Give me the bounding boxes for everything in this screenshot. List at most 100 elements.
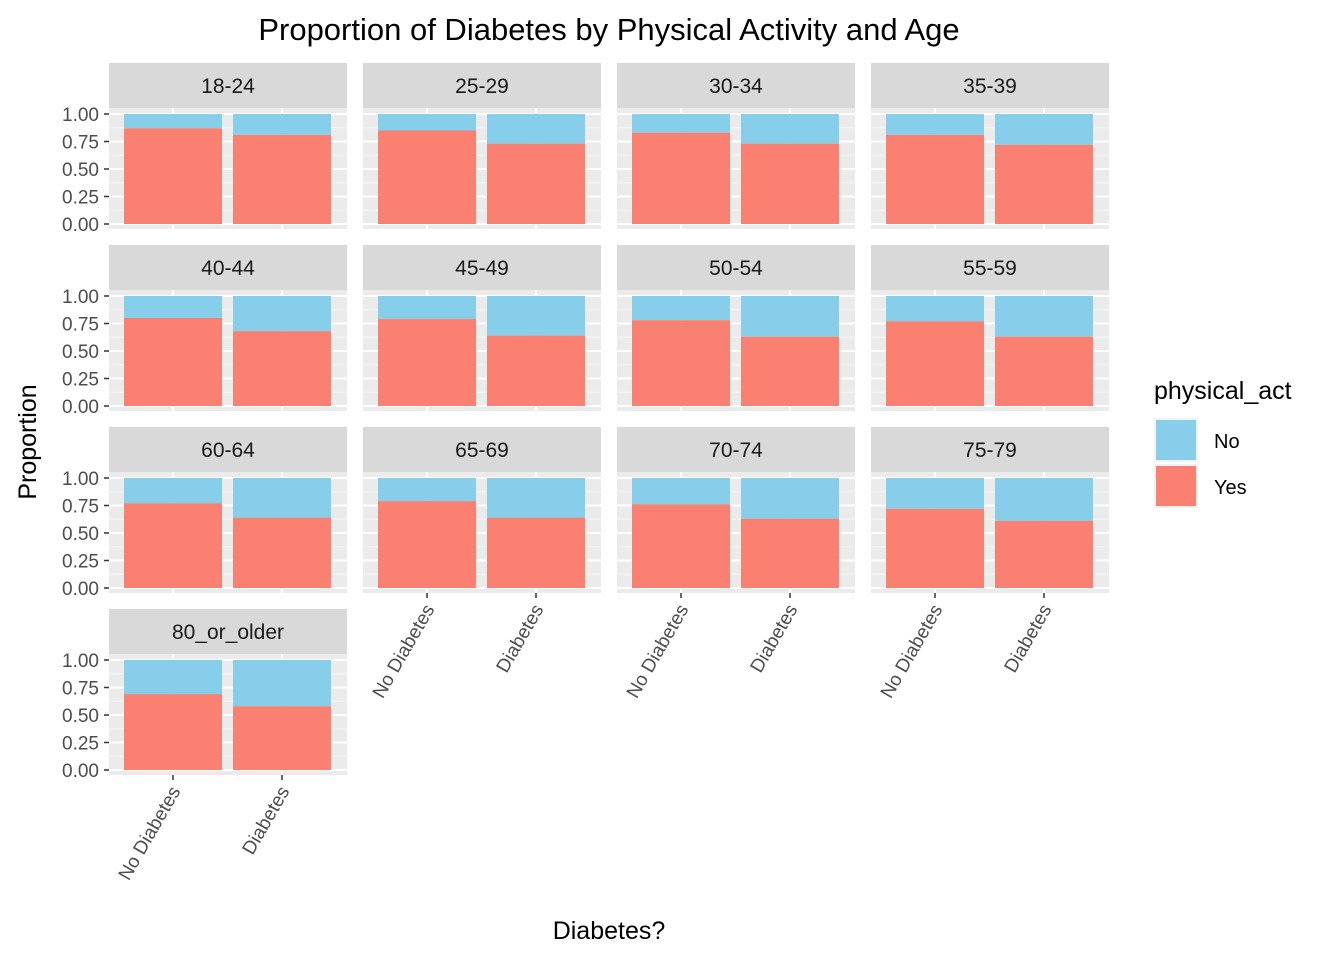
- bar-no: [632, 296, 730, 321]
- facet-panel: 30-34: [617, 63, 855, 229]
- legend-label-yes: Yes: [1214, 477, 1247, 499]
- facet-strip: [363, 245, 601, 290]
- y-tick-label: 0.75: [62, 679, 99, 700]
- facet-strip: [617, 245, 855, 290]
- bar-yes: [378, 319, 476, 406]
- facet-strip-label: 45-49: [455, 257, 509, 280]
- bar-yes: [632, 320, 730, 406]
- bar-no: [741, 478, 839, 519]
- y-tick-label: 0.50: [62, 342, 99, 363]
- bar-no: [487, 296, 585, 336]
- facet-strip-label: 55-59: [963, 257, 1017, 280]
- bar-yes: [233, 706, 331, 770]
- facet-strip-label: 18-24: [201, 75, 255, 98]
- y-tick-label: 1.00: [62, 287, 99, 308]
- bar-no: [124, 478, 222, 504]
- bar-no: [741, 114, 839, 144]
- bar-no: [124, 296, 222, 318]
- bar-yes: [124, 694, 222, 770]
- y-tick-label: 0.00: [62, 761, 99, 782]
- facet-strip: [363, 427, 601, 472]
- legend-entries: No Yes: [1154, 418, 1247, 508]
- bar-yes: [995, 520, 1093, 588]
- facet-panel: 25-29: [363, 63, 601, 229]
- bar-yes: [632, 504, 730, 588]
- facet-panel: 50-54: [617, 245, 855, 411]
- y-tick-label: 0.75: [62, 497, 99, 518]
- bar-no: [995, 114, 1093, 145]
- legend-label-no: No: [1214, 431, 1240, 453]
- bar-no: [124, 660, 222, 695]
- bar-yes: [233, 331, 331, 406]
- bar-no: [886, 296, 984, 322]
- facet-panel: 45-49: [363, 245, 601, 411]
- y-tick-label: 0.25: [62, 188, 99, 209]
- bar-yes: [124, 318, 222, 406]
- bar-no: [233, 114, 331, 135]
- y-tick-label: 0.75: [62, 315, 99, 336]
- bar-no: [995, 296, 1093, 337]
- bar-no: [995, 478, 1093, 521]
- facet-strip-label: 75-79: [963, 439, 1017, 462]
- bar-no: [632, 478, 730, 505]
- bar-yes: [741, 336, 839, 406]
- bar-no: [886, 114, 984, 135]
- facet-panel: 55-59: [871, 245, 1109, 411]
- bar-yes: [378, 130, 476, 224]
- y-tick-label: 0.00: [62, 397, 99, 418]
- facet-strip: [109, 245, 347, 290]
- y-tick-label: 0.50: [62, 706, 99, 727]
- bar-yes: [487, 335, 585, 406]
- y-tick-label: 1.00: [62, 651, 99, 672]
- bar-no: [233, 296, 331, 332]
- bar-yes: [487, 143, 585, 224]
- bar-yes: [487, 517, 585, 588]
- y-tick-label: 1.00: [62, 469, 99, 490]
- facet-panel: 18-24 0.00 0.25 0.50 0.75 1.00: [62, 63, 347, 236]
- bar-no: [378, 478, 476, 502]
- facet-strip: [363, 63, 601, 108]
- bar-no: [886, 478, 984, 509]
- bar-no: [487, 114, 585, 144]
- y-tick-label: 0.50: [62, 160, 99, 181]
- facet-strip-label: 40-44: [201, 257, 255, 280]
- bar-yes: [741, 143, 839, 224]
- bar-yes: [124, 128, 222, 224]
- facet-strip: [871, 63, 1109, 108]
- facet-panel: 40-44 0.00 0.25 0.50 0.75 1.00: [62, 245, 347, 418]
- facet-strip: [617, 427, 855, 472]
- bar-no: [233, 660, 331, 707]
- facet-strip-label: 60-64: [201, 439, 255, 462]
- legend: physical_act No Yes: [1154, 377, 1292, 508]
- legend-swatch-no: [1156, 420, 1196, 460]
- bar-yes: [233, 134, 331, 224]
- bar-no: [378, 114, 476, 131]
- facet-strip-label: 30-34: [709, 75, 763, 98]
- bar-yes: [995, 336, 1093, 406]
- y-tick-label: 0.25: [62, 370, 99, 391]
- bar-no: [378, 296, 476, 320]
- y-axis-title: Proportion: [14, 384, 42, 499]
- bar-no: [487, 478, 585, 518]
- facet-strip-label: 65-69: [455, 439, 509, 462]
- facet-strip: [109, 609, 347, 654]
- facet-strip: [871, 427, 1109, 472]
- facet-strip-label: 70-74: [709, 439, 763, 462]
- facet-strip-label: 80_or_older: [172, 621, 284, 644]
- facet-strip-label: 50-54: [709, 257, 763, 280]
- facet-panel: 60-64 0.00 0.25 0.50 0.75 1.00: [62, 427, 347, 600]
- bar-yes: [886, 508, 984, 588]
- bar-no: [233, 478, 331, 518]
- y-tick-label: 0.25: [62, 552, 99, 573]
- y-tick-label: 0.50: [62, 524, 99, 545]
- bar-no: [741, 296, 839, 337]
- x-axis-title: Diabetes?: [553, 917, 666, 945]
- facet-strip-label: 25-29: [455, 75, 509, 98]
- facet-strip: [871, 245, 1109, 290]
- bar-yes: [741, 518, 839, 588]
- y-tick-label: 0.75: [62, 133, 99, 154]
- legend-title: physical_act: [1154, 377, 1292, 405]
- bar-yes: [886, 321, 984, 406]
